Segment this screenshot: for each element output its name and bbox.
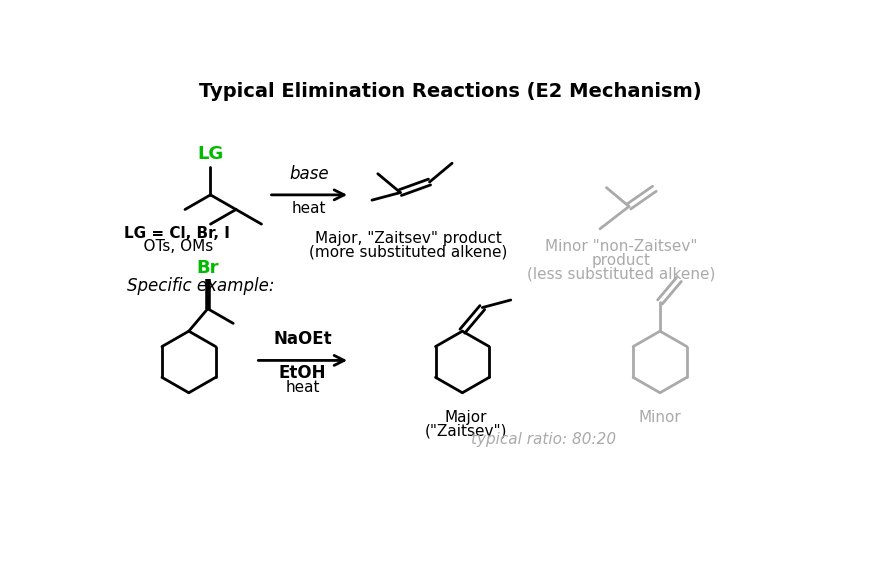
Text: (more substituted alkene): (more substituted alkene): [309, 245, 507, 260]
Text: (less substituted alkene): (less substituted alkene): [526, 266, 715, 281]
Text: product: product: [591, 253, 650, 268]
Text: Minor: Minor: [638, 410, 681, 425]
Text: Major: Major: [445, 410, 487, 425]
Text: LG = Cl, Br, I: LG = Cl, Br, I: [124, 225, 229, 240]
Text: Br: Br: [196, 259, 218, 277]
Text: heat: heat: [292, 201, 326, 216]
Text: LG: LG: [197, 144, 224, 162]
Text: NaOEt: NaOEt: [273, 330, 332, 348]
Text: Typical Elimination Reactions (E2 Mechanism): Typical Elimination Reactions (E2 Mechan…: [198, 81, 701, 101]
Text: typical ratio: 80:20: typical ratio: 80:20: [471, 432, 616, 447]
Text: ("Zaitsev"): ("Zaitsev"): [424, 424, 507, 439]
Text: OTs, OMs: OTs, OMs: [124, 239, 213, 254]
Text: Minor "non-Zaitsev": Minor "non-Zaitsev": [545, 239, 696, 254]
Text: Major, "Zaitsev" product: Major, "Zaitsev" product: [314, 231, 501, 246]
Text: heat: heat: [285, 380, 319, 395]
Text: Specific example:: Specific example:: [126, 277, 274, 295]
Text: base: base: [289, 165, 329, 183]
Text: EtOH: EtOH: [279, 364, 326, 382]
